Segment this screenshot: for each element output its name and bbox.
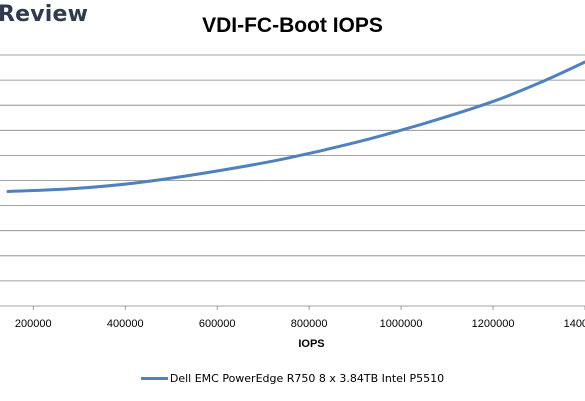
x-tick-label: 600000 bbox=[199, 318, 236, 330]
chart-title: VDI-FC-Boot IOPS bbox=[202, 14, 383, 37]
series-lines bbox=[6, 60, 585, 194]
x-tick-label: 400000 bbox=[107, 318, 144, 330]
x-tick-label: 1400000 bbox=[564, 318, 585, 330]
legend-label: Dell EMC PowerEdge R750 8 x 3.84TB Intel… bbox=[169, 372, 445, 385]
x-tick-label: 1000000 bbox=[380, 318, 423, 330]
series-line bbox=[6, 60, 585, 194]
x-axis-label: IOPS bbox=[298, 338, 324, 350]
legend: Dell EMC PowerEdge R750 8 x 3.84TB Intel… bbox=[0, 372, 585, 385]
brand-logo-text: Review bbox=[0, 2, 89, 27]
x-tick-label: 200000 bbox=[15, 318, 52, 330]
legend-swatch bbox=[140, 376, 168, 380]
x-tick-label: 1200000 bbox=[472, 318, 515, 330]
x-axis-ticks: 200000 400000 600000 800000 1000000 1200000 14… bbox=[15, 306, 585, 330]
gridlines bbox=[0, 54, 585, 307]
x-tick-label: 800000 bbox=[291, 318, 328, 330]
